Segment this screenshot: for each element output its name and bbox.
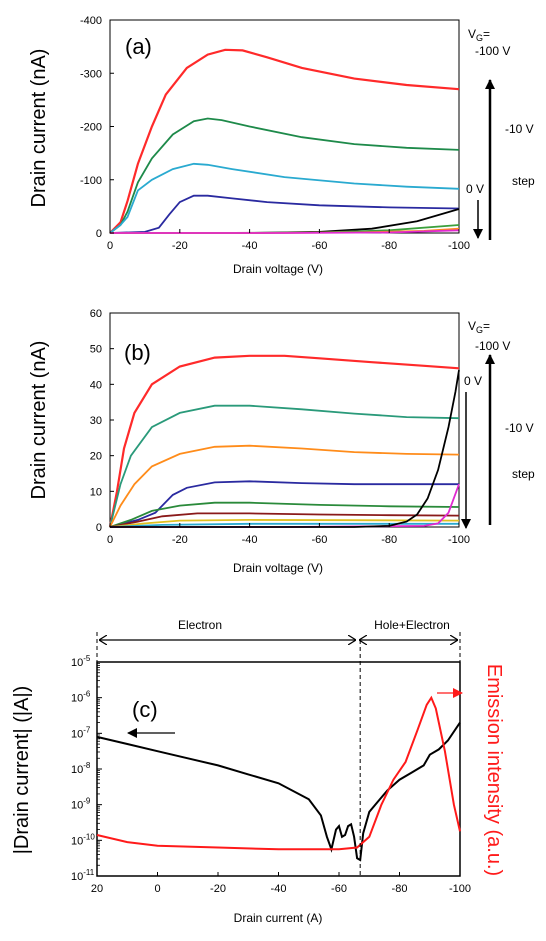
panel-b-x-tick-label: -20 (172, 534, 188, 546)
panel-b-x-tick-label: -40 (242, 534, 258, 546)
panel-a-series-4 (109, 194, 460, 234)
panel-b-series-8 (109, 522, 459, 528)
panel-b-y-tick-label: 40 (90, 379, 102, 391)
panel-a-x-axis-title: Drain voltage (V) (233, 262, 323, 276)
panel-c-x-tick-label: -60 (331, 883, 347, 895)
panel-b-series-4 (109, 480, 459, 528)
panel-b-y-tick-label: 0 (96, 522, 102, 534)
panel-a-x-ticks: 0 -20 -40 -60 -80 -100 (107, 229, 470, 252)
panel-b-x-tick-label: 0 (107, 534, 113, 546)
panel-b-frame (109, 312, 460, 528)
panel-a-step-label-bottom: step (512, 174, 535, 188)
panel-b-series-10 (110, 369, 460, 528)
panel-b-y-tick-label: 30 (90, 415, 102, 427)
panel-c-y-tick-label: 10-8 (71, 761, 91, 776)
panel-b-label: (b) (124, 340, 151, 365)
panel-b-zero-label: 0 V (464, 374, 482, 388)
panel-c-x-ticks: 20 0 -20 -40 -60 -80 -100 (91, 872, 471, 895)
panel-b-series-3 (109, 444, 460, 528)
panel-a-y-tick-label: -200 (80, 122, 102, 134)
panel-b-series-6 (109, 512, 460, 528)
panel-a-y-ticks: 0 -100 -200 -300 -400 (80, 15, 114, 240)
panel-b-y-ticks: 0 10 20 30 40 50 60 (90, 308, 114, 534)
panel-a: 0 -20 -40 -60 -80 -100 0-100-200-300-400 (a) … (28, 15, 535, 276)
panel-c-x-tick-label: -80 (392, 883, 408, 895)
panel-b-x-tick-label: -60 (311, 534, 327, 546)
panel-c-y-tick-label: 10-11 (71, 868, 95, 883)
panel-c-region-electron: Electron (178, 618, 222, 632)
panel-c: 20 0 -20 -40 -60 -80 -100 10-5 10-6 10-7 10-8 10-9… (11, 618, 505, 925)
panel-a-curves (109, 48, 460, 234)
panel-a-series-2 (109, 117, 460, 234)
panel-a-step-label-top: -10 V (505, 122, 534, 136)
panel-a-frame (109, 19, 460, 234)
panel-b-vg-label: VG= (468, 319, 490, 335)
panel-c-x-tick-label: 0 (154, 883, 160, 895)
panel-a-y-tick-label: -400 (80, 15, 102, 27)
panel-b-y-tick-label: 20 (90, 451, 102, 463)
panel-a-series-8 (110, 229, 460, 234)
panel-c-x-tick-label: -40 (271, 883, 287, 895)
panel-b-vg-value: -100 V (475, 339, 510, 353)
panel-b: 0 -20 -40 -60 -80 -100 0 10 20 30 40 50 60 (b) Drai… (28, 308, 535, 575)
panel-a-series-1 (109, 48, 460, 234)
panel-b-x-ticks: 0 -20 -40 -60 -80 -100 (107, 523, 470, 546)
panel-b-y-axis-title: Drain current (nA) (28, 341, 50, 500)
panel-a-vg-value: -100 V (475, 44, 510, 58)
panel-c-y-ticks: 10-5 10-6 10-7 10-8 10-9 10-10 10-11 (71, 654, 102, 883)
panel-c-x-tick-label: -100 (449, 883, 471, 895)
panel-c-y-tick-label: 10-10 (71, 832, 95, 847)
panel-a-y-tick-label: 0 (96, 228, 102, 240)
panel-c-y2-axis-title: Emission intensity (a.u.) (483, 664, 505, 876)
panel-c-frame (96, 661, 461, 877)
panel-c-label: (c) (132, 697, 158, 722)
panel-a-zero-label: 0 V (466, 182, 484, 196)
panel-b-series-1 (108, 354, 460, 528)
panel-b-y-tick-label: 60 (90, 308, 102, 320)
panel-b-y-tick-label: 50 (90, 344, 102, 356)
panel-c-y-axis-title: |Drain current| (|A|) (11, 686, 33, 855)
panel-a-vg-label: VG= (468, 27, 490, 43)
panel-b-x-tick-label: -80 (381, 534, 397, 546)
panel-c-y-tick-label: 10-9 (71, 797, 91, 812)
panel-a-x-tick-label: -100 (448, 240, 470, 252)
panel-a-y-tick-label: -300 (80, 68, 102, 80)
panel-a-y-tick-label: -100 (80, 175, 102, 187)
panel-b-series-2 (109, 404, 460, 528)
panel-c-region-hole-electron: Hole+Electron (374, 618, 450, 632)
panel-c-series-emission-intensity (96, 695, 461, 851)
panel-c-series-drain-current (96, 722, 461, 862)
panel-a-label: (a) (125, 34, 152, 59)
panel-c-x-tick-label: 20 (91, 883, 103, 895)
panel-b-step-label-top: -10 V (505, 421, 534, 435)
panel-c-curves (96, 695, 461, 862)
panel-a-x-tick-label: -20 (172, 240, 188, 252)
panel-a-x-tick-label: -40 (242, 240, 258, 252)
panel-b-y-tick-label: 10 (90, 486, 102, 498)
panel-c-y-tick-label: 10-5 (71, 654, 91, 669)
panel-b-x-tick-label: -100 (448, 534, 470, 546)
panel-a-y-axis-title: Drain current (nA) (28, 49, 50, 208)
panel-b-series-5 (109, 501, 460, 528)
panel-a-series-3 (109, 162, 460, 234)
panel-a-x-tick-label: 0 (107, 240, 113, 252)
panel-b-series-7 (109, 518, 460, 528)
panel-b-step-label-bottom: step (512, 467, 535, 481)
panel-a-x-tick-label: -80 (381, 240, 397, 252)
panel-c-x-tick-label: -20 (210, 883, 226, 895)
panel-b-x-axis-title: Drain voltage (V) (233, 561, 323, 575)
panel-b-curves (108, 354, 460, 528)
panel-c-y-tick-label: 10-6 (71, 690, 91, 705)
panel-c-y-tick-label: 10-7 (71, 725, 91, 740)
panel-c-x-axis-title: Drain current (A) (234, 911, 323, 925)
panel-a-x-tick-label: -60 (311, 240, 327, 252)
